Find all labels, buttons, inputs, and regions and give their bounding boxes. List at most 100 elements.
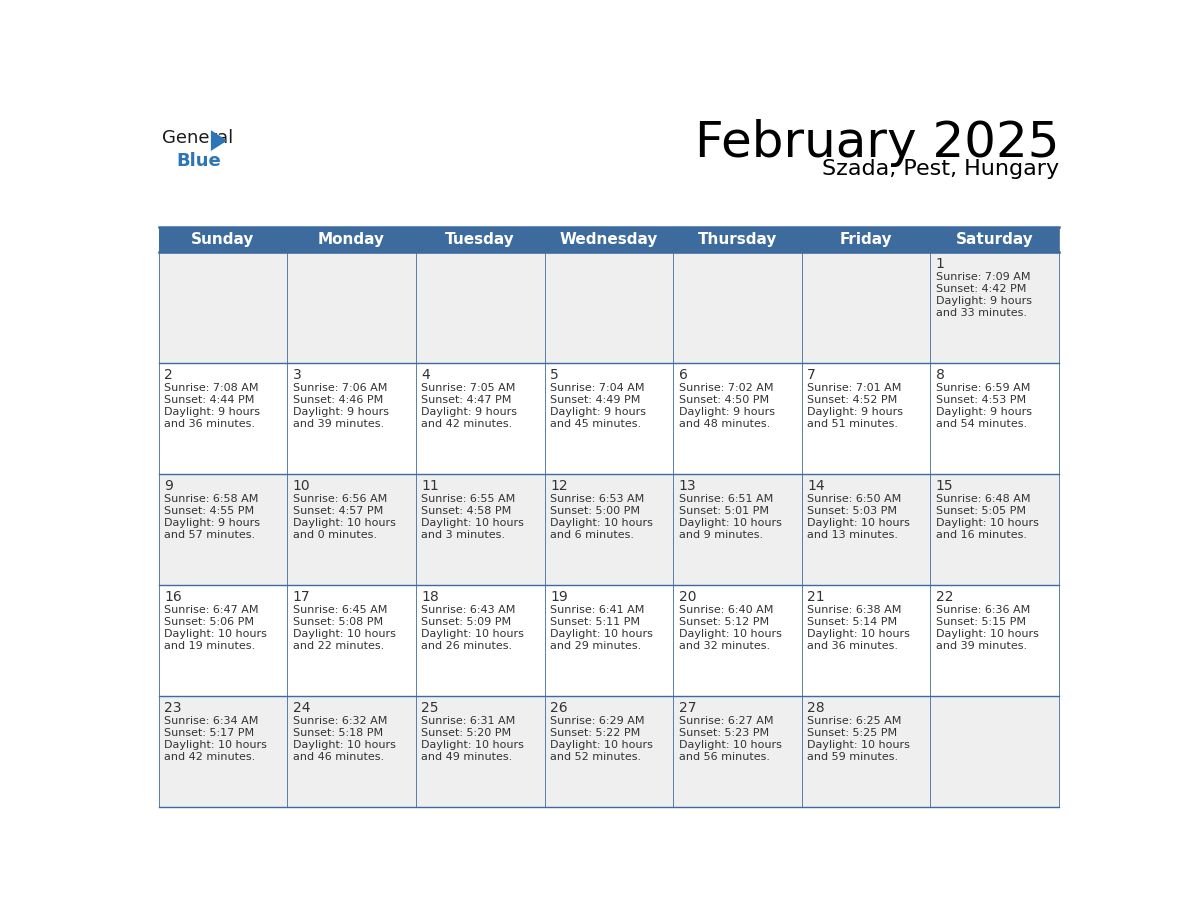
Text: Sunrise: 6:58 AM: Sunrise: 6:58 AM — [164, 494, 258, 504]
Text: Daylight: 10 hours: Daylight: 10 hours — [936, 629, 1038, 639]
Text: Sunset: 5:20 PM: Sunset: 5:20 PM — [422, 728, 511, 738]
Text: 19: 19 — [550, 590, 568, 604]
Text: and 39 minutes.: and 39 minutes. — [292, 419, 384, 429]
Text: and 39 minutes.: and 39 minutes. — [936, 641, 1026, 651]
Text: Daylight: 10 hours: Daylight: 10 hours — [422, 629, 524, 639]
Text: Sunrise: 6:36 AM: Sunrise: 6:36 AM — [936, 605, 1030, 615]
Text: and 32 minutes.: and 32 minutes. — [678, 641, 770, 651]
Text: Daylight: 9 hours: Daylight: 9 hours — [164, 518, 260, 528]
Text: Sunrise: 7:04 AM: Sunrise: 7:04 AM — [550, 383, 644, 393]
Bar — [158, 474, 1060, 585]
Text: 26: 26 — [550, 701, 568, 715]
Text: and 36 minutes.: and 36 minutes. — [808, 641, 898, 651]
Text: Sunset: 5:05 PM: Sunset: 5:05 PM — [936, 506, 1026, 516]
Text: Sunset: 5:15 PM: Sunset: 5:15 PM — [936, 617, 1026, 627]
Text: and 9 minutes.: and 9 minutes. — [678, 530, 763, 540]
Text: Wednesday: Wednesday — [560, 232, 658, 247]
Text: Sunrise: 6:32 AM: Sunrise: 6:32 AM — [292, 716, 387, 726]
Text: Daylight: 10 hours: Daylight: 10 hours — [164, 740, 267, 750]
Text: Sunset: 4:49 PM: Sunset: 4:49 PM — [550, 395, 640, 405]
Text: Sunday: Sunday — [191, 232, 254, 247]
Text: Sunrise: 6:38 AM: Sunrise: 6:38 AM — [808, 605, 902, 615]
Text: 22: 22 — [936, 590, 954, 604]
Text: Sunset: 4:46 PM: Sunset: 4:46 PM — [292, 395, 383, 405]
Text: 1: 1 — [936, 257, 944, 271]
Text: and 13 minutes.: and 13 minutes. — [808, 530, 898, 540]
Text: 27: 27 — [678, 701, 696, 715]
Text: Daylight: 10 hours: Daylight: 10 hours — [550, 518, 653, 528]
Text: Daylight: 9 hours: Daylight: 9 hours — [292, 407, 388, 417]
Text: Daylight: 10 hours: Daylight: 10 hours — [808, 629, 910, 639]
Text: February 2025: February 2025 — [695, 119, 1060, 167]
Text: Sunset: 5:03 PM: Sunset: 5:03 PM — [808, 506, 897, 516]
Text: Sunset: 4:52 PM: Sunset: 4:52 PM — [808, 395, 897, 405]
Bar — [158, 227, 1060, 252]
Text: Sunrise: 6:59 AM: Sunrise: 6:59 AM — [936, 383, 1030, 393]
Text: Sunset: 4:47 PM: Sunset: 4:47 PM — [422, 395, 512, 405]
Text: Daylight: 9 hours: Daylight: 9 hours — [936, 407, 1032, 417]
Text: 18: 18 — [422, 590, 440, 604]
Text: 24: 24 — [292, 701, 310, 715]
Text: Sunset: 4:57 PM: Sunset: 4:57 PM — [292, 506, 383, 516]
Text: Sunrise: 6:27 AM: Sunrise: 6:27 AM — [678, 716, 773, 726]
Text: Sunrise: 6:51 AM: Sunrise: 6:51 AM — [678, 494, 773, 504]
Text: Daylight: 10 hours: Daylight: 10 hours — [550, 740, 653, 750]
Text: 13: 13 — [678, 479, 696, 493]
Text: Sunrise: 6:55 AM: Sunrise: 6:55 AM — [422, 494, 516, 504]
Text: Daylight: 10 hours: Daylight: 10 hours — [292, 629, 396, 639]
Text: 23: 23 — [164, 701, 182, 715]
Text: and 0 minutes.: and 0 minutes. — [292, 530, 377, 540]
Text: and 22 minutes.: and 22 minutes. — [292, 641, 384, 651]
Text: and 57 minutes.: and 57 minutes. — [164, 530, 255, 540]
Text: 11: 11 — [422, 479, 440, 493]
Text: Daylight: 10 hours: Daylight: 10 hours — [678, 518, 782, 528]
Text: 17: 17 — [292, 590, 310, 604]
Text: Daylight: 10 hours: Daylight: 10 hours — [678, 740, 782, 750]
Text: and 42 minutes.: and 42 minutes. — [422, 419, 512, 429]
Text: 21: 21 — [808, 590, 824, 604]
Text: 28: 28 — [808, 701, 824, 715]
Text: Monday: Monday — [318, 232, 385, 247]
Text: and 36 minutes.: and 36 minutes. — [164, 419, 255, 429]
Text: and 54 minutes.: and 54 minutes. — [936, 419, 1026, 429]
Text: Daylight: 9 hours: Daylight: 9 hours — [422, 407, 517, 417]
Text: Daylight: 10 hours: Daylight: 10 hours — [936, 518, 1038, 528]
Text: Daylight: 10 hours: Daylight: 10 hours — [422, 740, 524, 750]
Text: Sunrise: 6:29 AM: Sunrise: 6:29 AM — [550, 716, 644, 726]
Text: and 19 minutes.: and 19 minutes. — [164, 641, 255, 651]
Text: and 33 minutes.: and 33 minutes. — [936, 308, 1026, 318]
Text: Daylight: 9 hours: Daylight: 9 hours — [164, 407, 260, 417]
Text: Szada, Pest, Hungary: Szada, Pest, Hungary — [822, 160, 1060, 179]
Text: Sunset: 5:18 PM: Sunset: 5:18 PM — [292, 728, 383, 738]
Polygon shape — [211, 130, 227, 151]
Text: and 42 minutes.: and 42 minutes. — [164, 752, 255, 762]
Text: General: General — [162, 129, 233, 148]
Text: 25: 25 — [422, 701, 438, 715]
Text: Daylight: 9 hours: Daylight: 9 hours — [678, 407, 775, 417]
Text: 5: 5 — [550, 368, 558, 382]
Text: Sunset: 5:06 PM: Sunset: 5:06 PM — [164, 617, 254, 627]
Text: Daylight: 10 hours: Daylight: 10 hours — [422, 518, 524, 528]
Text: 8: 8 — [936, 368, 944, 382]
Text: Sunrise: 6:48 AM: Sunrise: 6:48 AM — [936, 494, 1030, 504]
Text: Sunset: 5:22 PM: Sunset: 5:22 PM — [550, 728, 640, 738]
Text: and 6 minutes.: and 6 minutes. — [550, 530, 634, 540]
Text: Sunset: 5:14 PM: Sunset: 5:14 PM — [808, 617, 897, 627]
Text: Sunset: 4:44 PM: Sunset: 4:44 PM — [164, 395, 254, 405]
Text: Sunrise: 6:31 AM: Sunrise: 6:31 AM — [422, 716, 516, 726]
Text: 2: 2 — [164, 368, 172, 382]
Text: Daylight: 10 hours: Daylight: 10 hours — [678, 629, 782, 639]
Text: Daylight: 10 hours: Daylight: 10 hours — [808, 518, 910, 528]
Text: Sunrise: 6:53 AM: Sunrise: 6:53 AM — [550, 494, 644, 504]
Text: and 29 minutes.: and 29 minutes. — [550, 641, 642, 651]
Text: Sunrise: 6:40 AM: Sunrise: 6:40 AM — [678, 605, 773, 615]
Text: Sunrise: 7:08 AM: Sunrise: 7:08 AM — [164, 383, 259, 393]
Text: Daylight: 10 hours: Daylight: 10 hours — [292, 740, 396, 750]
Text: Sunrise: 6:25 AM: Sunrise: 6:25 AM — [808, 716, 902, 726]
Text: 9: 9 — [164, 479, 173, 493]
Text: 7: 7 — [808, 368, 816, 382]
Text: and 45 minutes.: and 45 minutes. — [550, 419, 642, 429]
Text: Sunrise: 6:45 AM: Sunrise: 6:45 AM — [292, 605, 387, 615]
Text: and 16 minutes.: and 16 minutes. — [936, 530, 1026, 540]
Text: Sunset: 5:01 PM: Sunset: 5:01 PM — [678, 506, 769, 516]
